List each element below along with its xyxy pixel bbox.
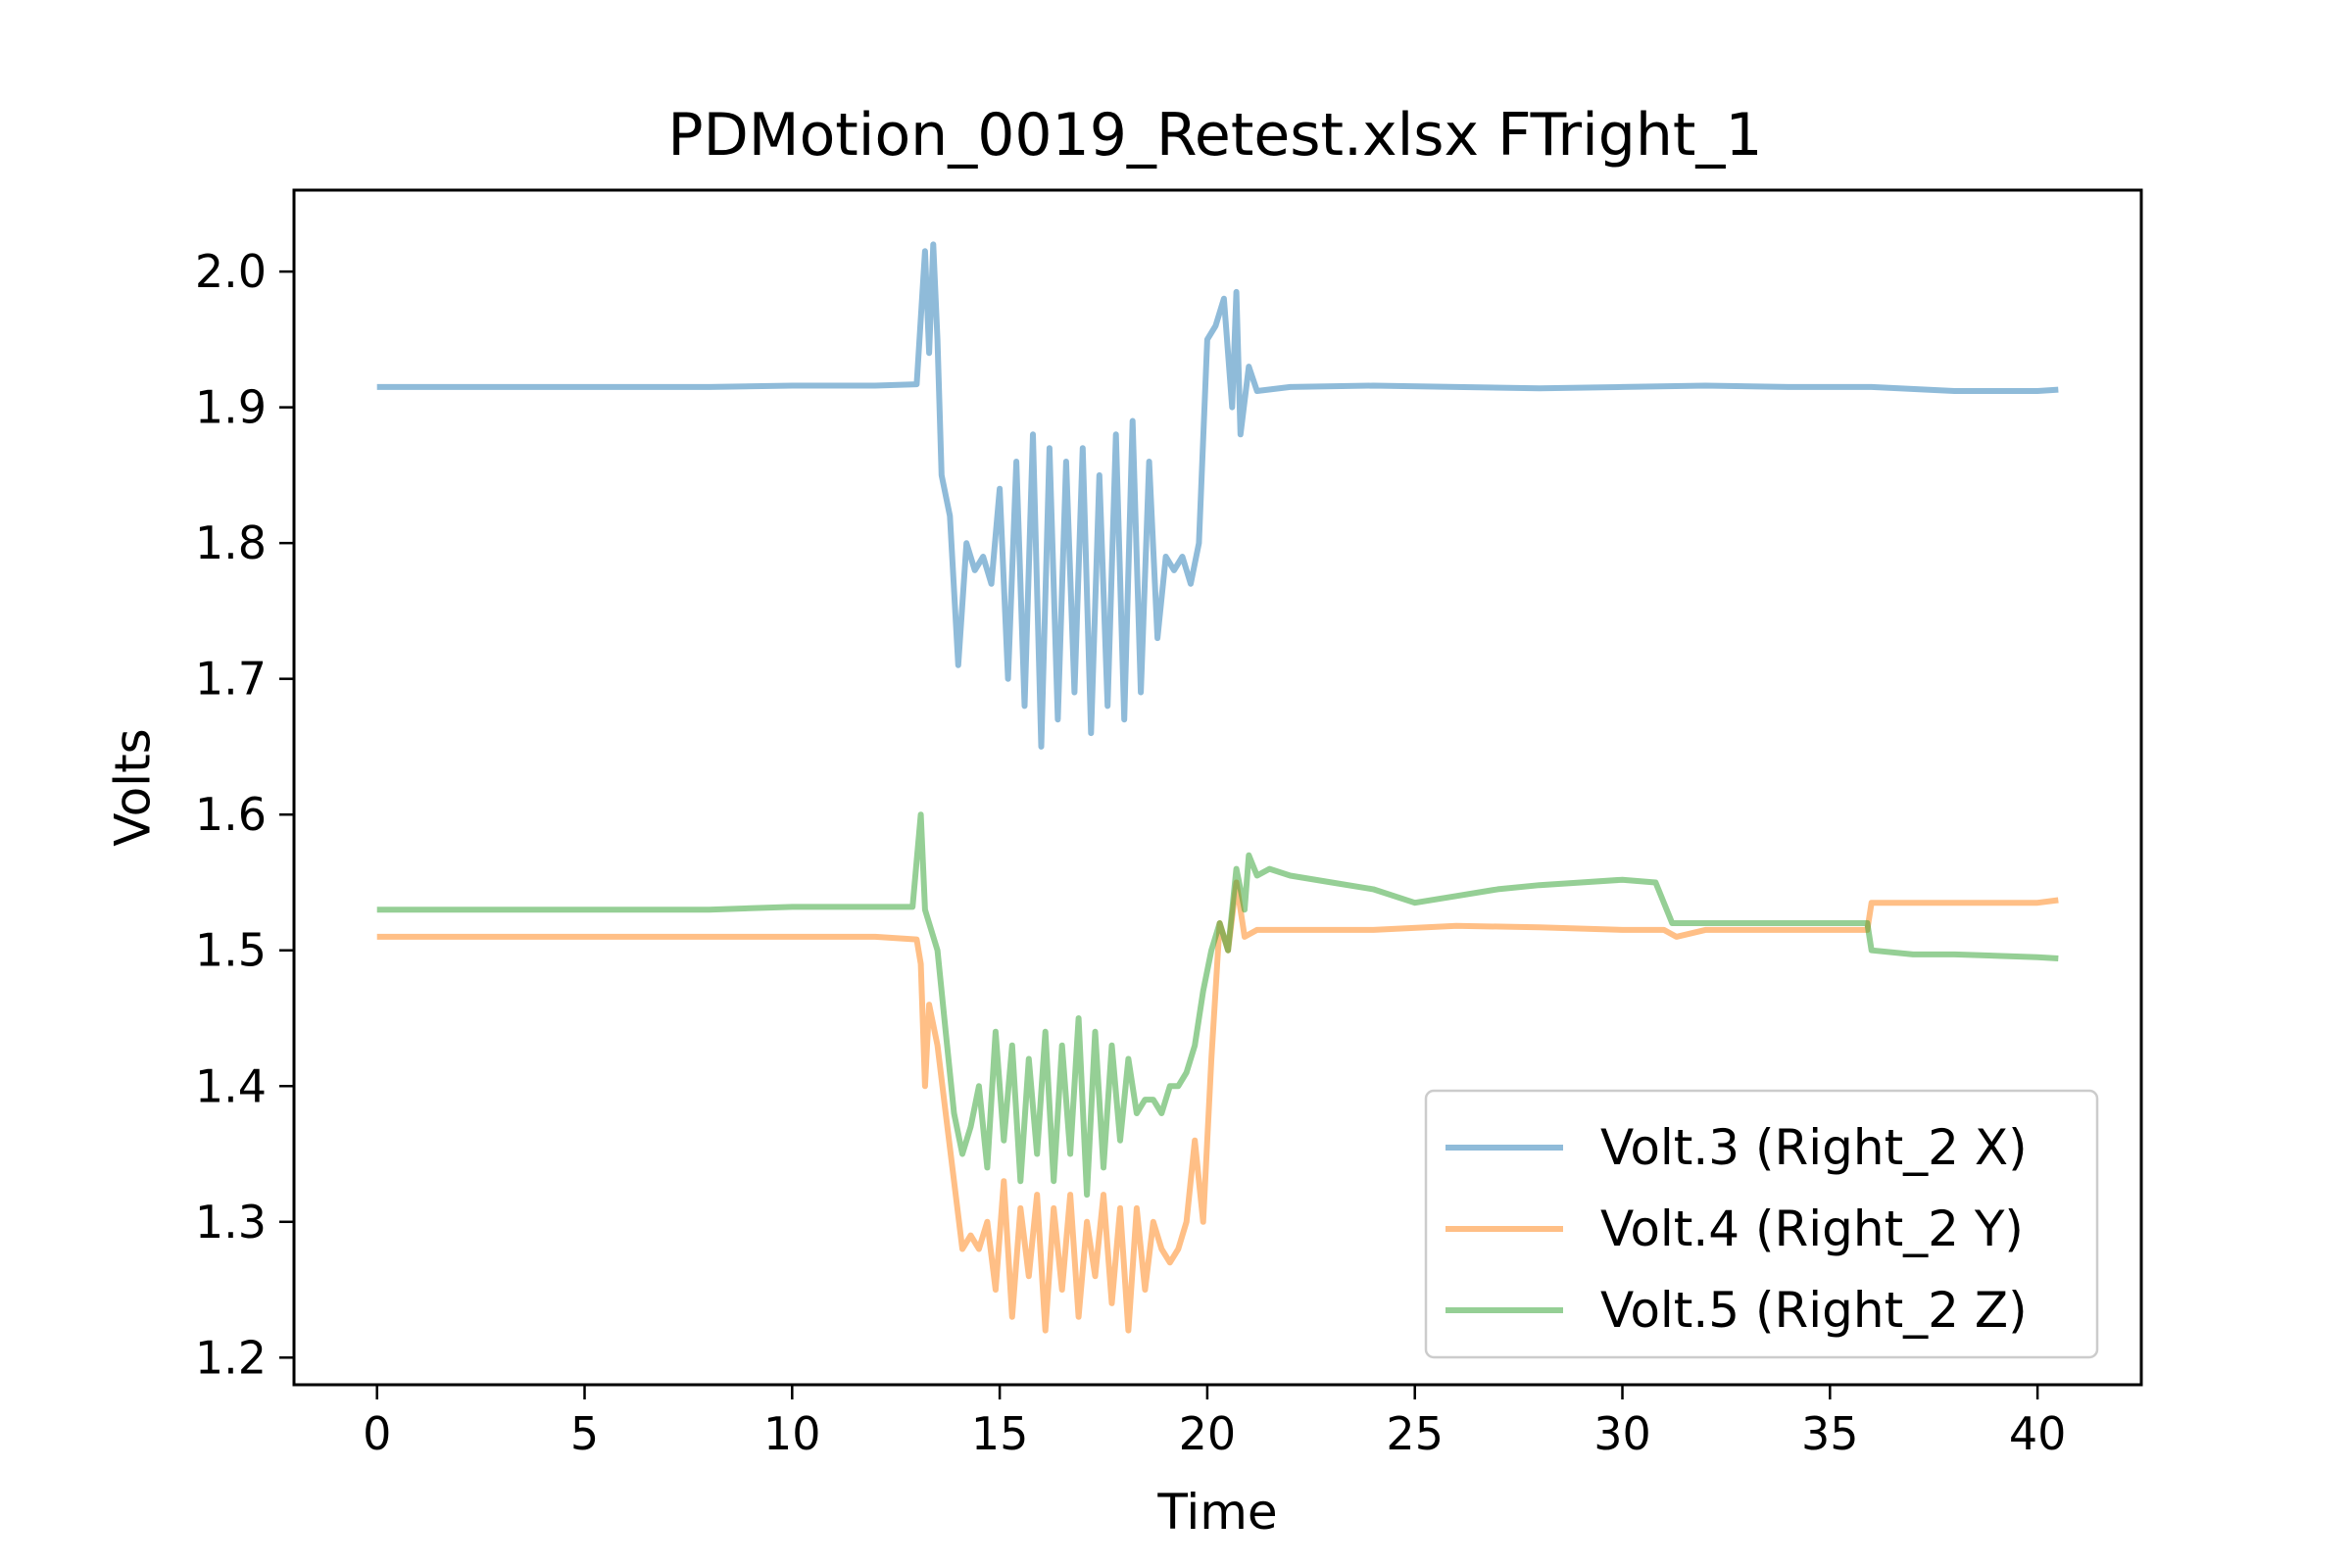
- x-tick-label: 10: [763, 1407, 821, 1460]
- legend-label-3: Volt.5 (Right_2 Z): [1600, 1282, 2028, 1339]
- x-tick-label: 20: [1179, 1407, 1237, 1460]
- y-tick-label: 1.2: [195, 1331, 267, 1384]
- y-axis-label: Volts: [105, 728, 162, 846]
- chart-title: PDMotion_0019_Retest.xlsx FTright_1: [667, 101, 1762, 170]
- y-tick-label: 1.6: [195, 788, 267, 841]
- plot-frame: [292, 188, 2143, 1387]
- y-axis: 1.2 1.3 1.4 1.5 1.6 1.7 1.8 1.9 2.0: [195, 245, 294, 1384]
- x-tick-label: 35: [1801, 1407, 1859, 1460]
- y-tick-label: 1.9: [195, 381, 267, 434]
- x-axis-label: Time: [1156, 1484, 1277, 1541]
- series-line-1: [376, 241, 2059, 750]
- y-tick-label: 1.8: [195, 516, 267, 569]
- x-tick-label: 25: [1386, 1407, 1444, 1460]
- x-tick-label: 15: [971, 1407, 1029, 1460]
- legend-label-2: Volt.4 (Right_2 Y): [1600, 1200, 2024, 1257]
- series-line-2: [376, 879, 2059, 1334]
- series-layer: [376, 241, 2059, 1334]
- series-line-3: [376, 811, 2059, 1199]
- y-tick-label: 1.5: [195, 924, 267, 977]
- x-axis: 0 5 10 15 20 25 30 35 40: [363, 1385, 2066, 1460]
- y-tick-label: 1.4: [195, 1059, 267, 1112]
- y-tick-label: 2.0: [195, 245, 267, 298]
- y-tick-label: 1.7: [195, 653, 267, 706]
- x-tick-label: 0: [363, 1407, 391, 1460]
- legend-box: [1424, 1089, 2099, 1359]
- legend: Volt.3 (Right_2 X) Volt.4 (Right_2 Y) Volt…: [1424, 1089, 2099, 1359]
- y-tick-label: 1.3: [195, 1196, 267, 1249]
- x-tick-label: 40: [2009, 1407, 2067, 1460]
- legend-label-1: Volt.3 (Right_2 X): [1600, 1119, 2028, 1176]
- x-tick-label: 5: [570, 1407, 599, 1460]
- x-tick-label: 30: [1593, 1407, 1651, 1460]
